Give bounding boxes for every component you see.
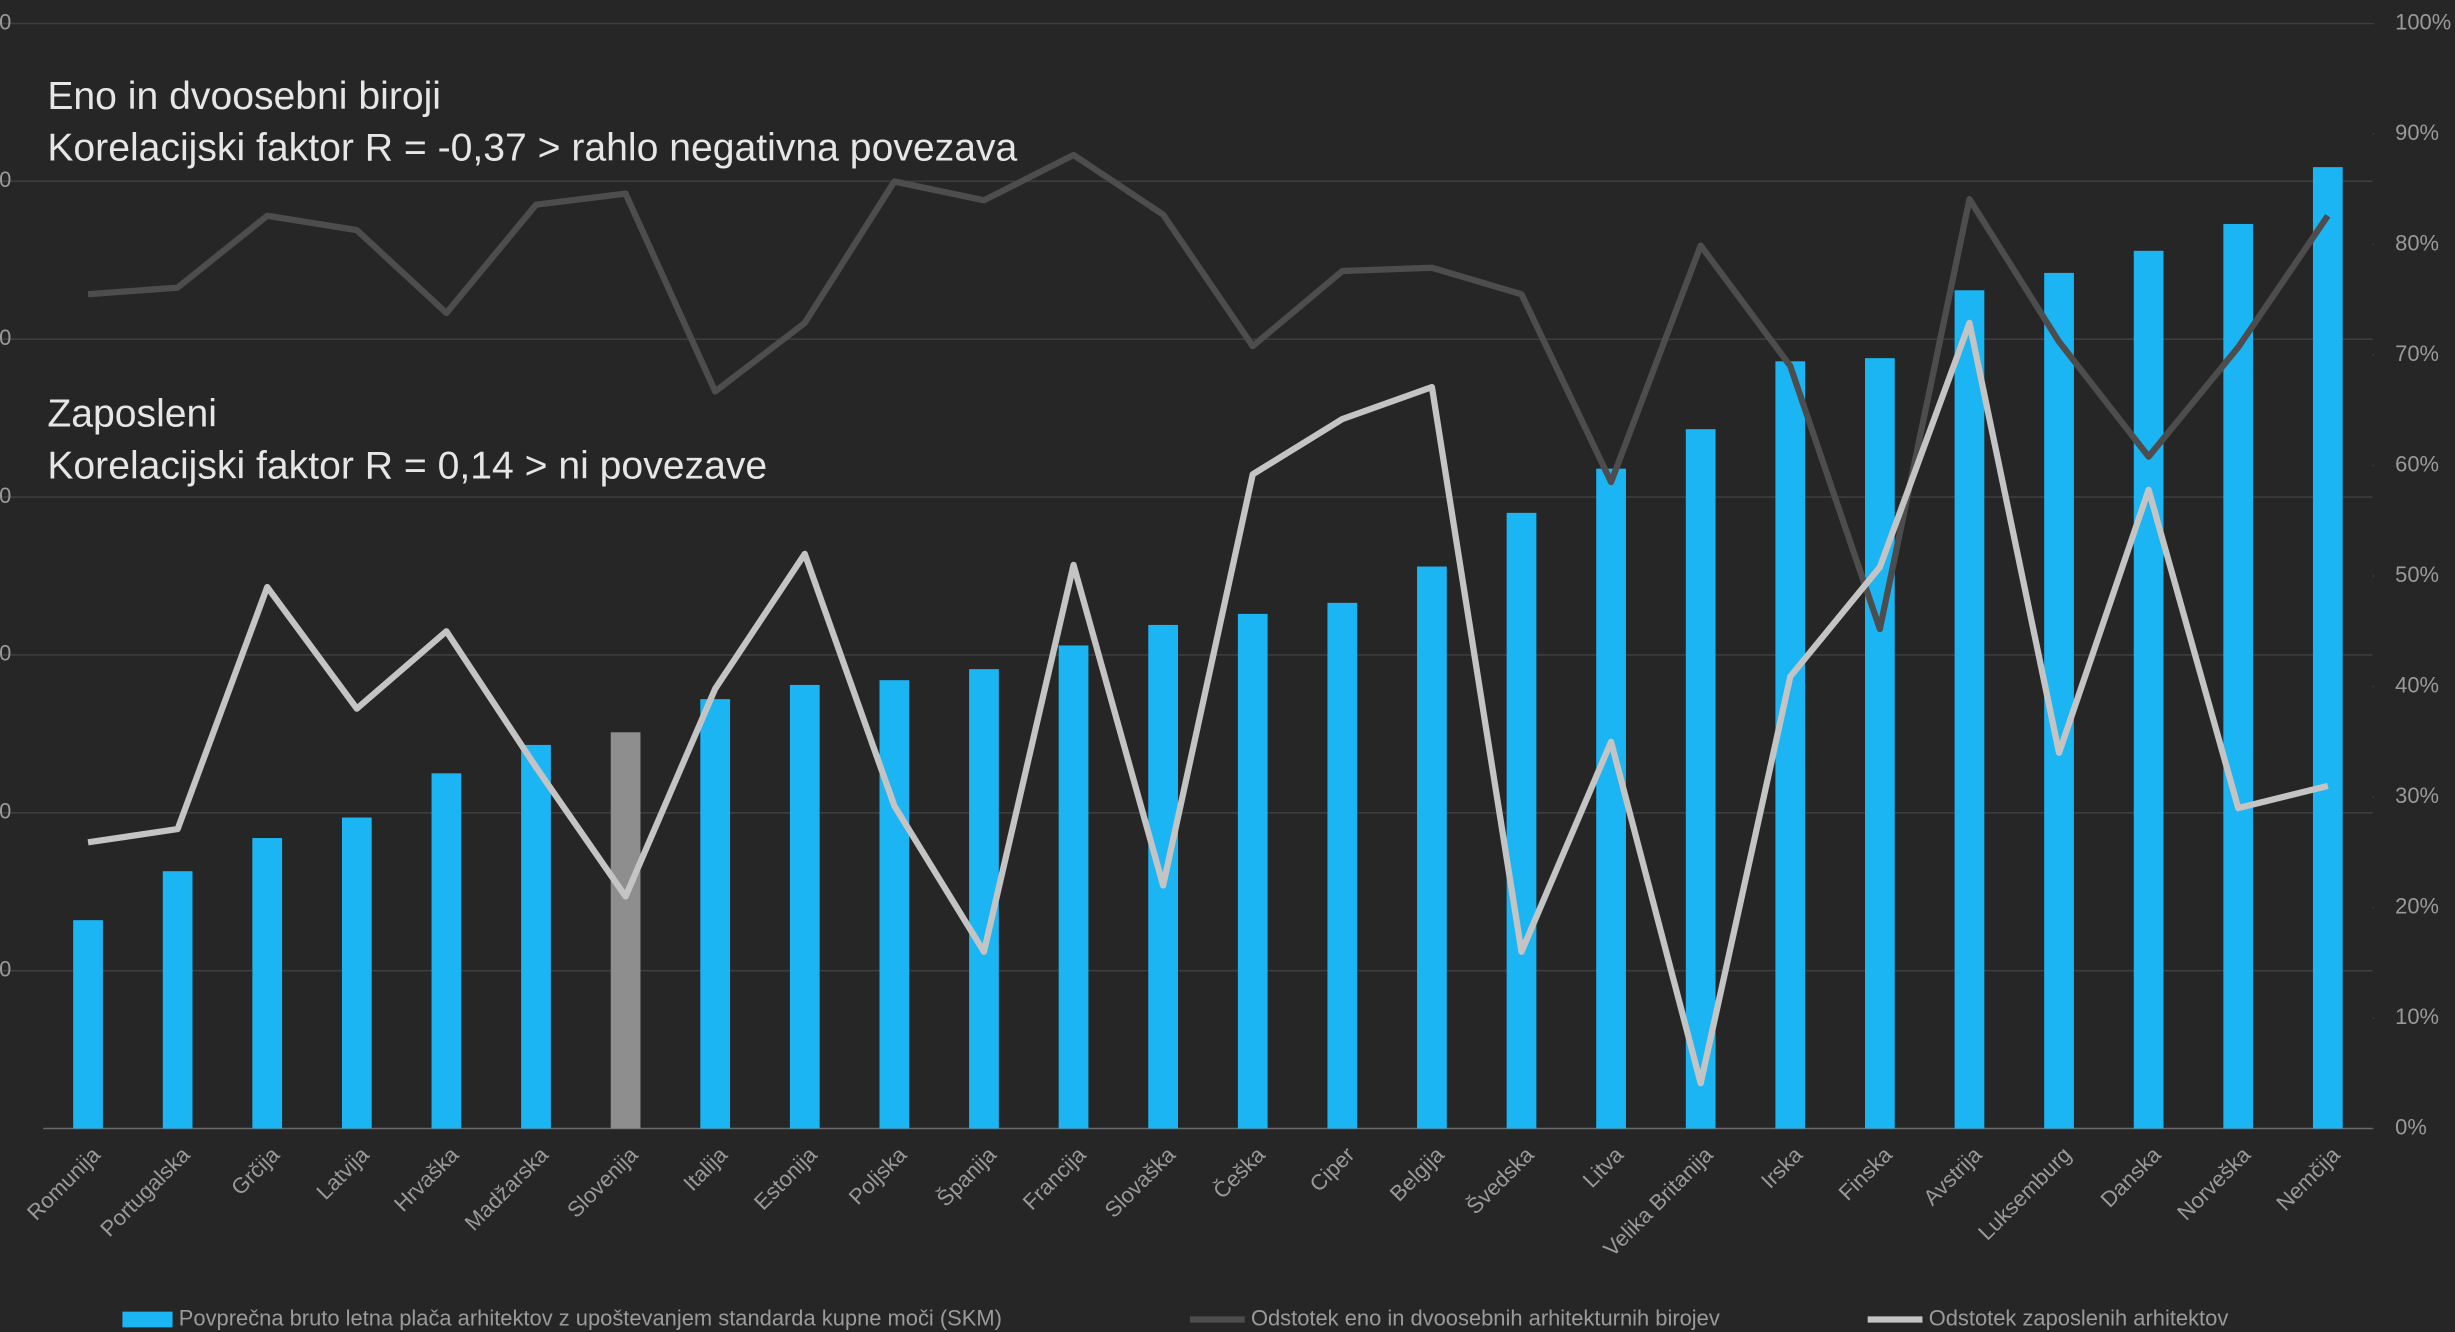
y2-tick-label: 90% bbox=[2395, 120, 2439, 145]
y2-tick-label: 20% bbox=[2395, 893, 2439, 918]
bar bbox=[1327, 602, 1358, 1129]
bar bbox=[1685, 429, 1716, 1129]
bar bbox=[1058, 645, 1089, 1129]
bar bbox=[73, 920, 103, 1129]
bar bbox=[341, 817, 372, 1129]
y2-tick-label: 30% bbox=[2395, 783, 2439, 808]
y2-tick-label: 100% bbox=[2395, 9, 2451, 34]
legend-label: Povprečna bruto letna plača arhitektov z… bbox=[179, 1305, 1002, 1330]
bar bbox=[1775, 361, 1806, 1129]
bar bbox=[1596, 468, 1626, 1129]
bar bbox=[2312, 167, 2343, 1129]
line bbox=[87, 151, 2331, 633]
bar bbox=[1506, 512, 1537, 1129]
y2-tick-label: 10% bbox=[2395, 1004, 2439, 1029]
bar bbox=[431, 773, 462, 1129]
bar bbox=[1417, 566, 1447, 1129]
bar bbox=[700, 699, 731, 1129]
bar bbox=[521, 744, 551, 1129]
grid bbox=[0, 22, 2375, 1130]
legend-label: Odstotek zaposlenih arhitektov bbox=[1929, 1305, 2229, 1330]
y2-tick-label: 80% bbox=[2395, 230, 2439, 255]
bar bbox=[2223, 223, 2254, 1129]
bar bbox=[2133, 250, 2164, 1129]
bar bbox=[789, 684, 820, 1129]
annotation: Korelacijski faktor R = -0,37 > rahlo ne… bbox=[47, 127, 1017, 170]
bar bbox=[162, 871, 193, 1129]
y-tick-label: 70000 bbox=[0, 9, 11, 34]
y-tick-label: 60000 bbox=[0, 167, 11, 192]
bar bbox=[610, 732, 641, 1129]
y-tick-label: 40000 bbox=[0, 483, 11, 508]
legend-swatch bbox=[122, 1311, 173, 1328]
y-tick-label: 20000 bbox=[0, 799, 11, 824]
y2-tick-label: 50% bbox=[2395, 562, 2439, 587]
y2-tick-label: 60% bbox=[2395, 451, 2439, 476]
annotation: Eno in dvoosebni biroji bbox=[47, 75, 441, 118]
y-tick-label: 10000 bbox=[0, 956, 11, 981]
y2-tick-label: 70% bbox=[2395, 341, 2439, 366]
y2-tick-label: 40% bbox=[2395, 672, 2439, 697]
marks bbox=[73, 151, 2343, 1129]
y-tick-label: 30000 bbox=[0, 641, 11, 666]
line bbox=[87, 319, 2329, 1087]
y-tick-label: 50000 bbox=[0, 325, 11, 350]
bar bbox=[879, 680, 910, 1129]
legend-label: Odstotek eno in dvoosebnih arhitekturnih… bbox=[1251, 1305, 1720, 1330]
bar bbox=[1864, 358, 1895, 1129]
annotation: Korelacijski faktor R = 0,14 > ni poveza… bbox=[47, 444, 767, 487]
annotation: Zaposleni bbox=[47, 393, 217, 436]
bar bbox=[1237, 613, 1268, 1129]
bar bbox=[252, 838, 283, 1129]
bar bbox=[1954, 290, 1985, 1129]
y2-tick-label: 0% bbox=[2395, 1114, 2427, 1139]
